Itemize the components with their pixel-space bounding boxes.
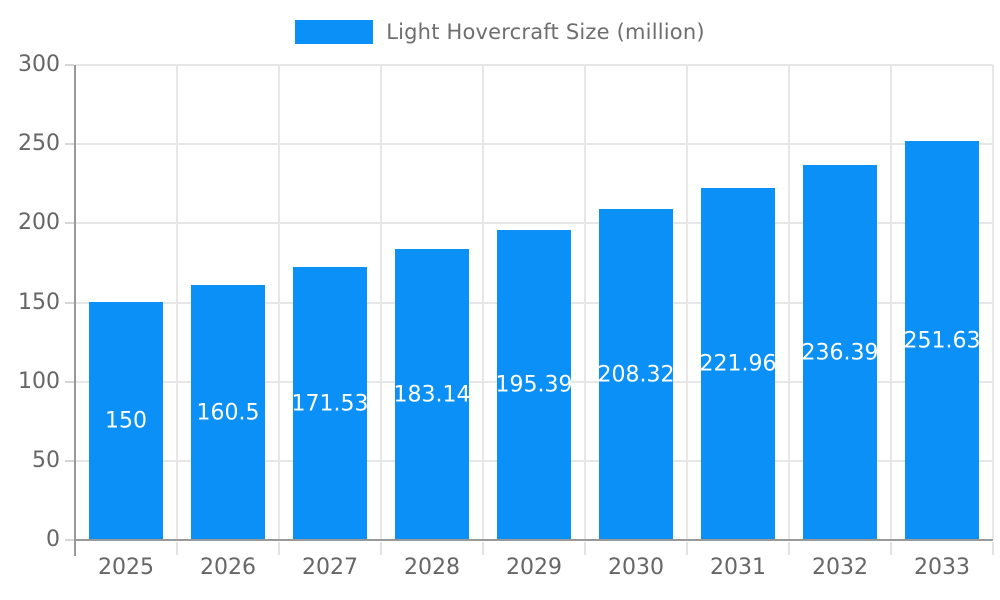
x-tick-label: 2029: [506, 555, 562, 580]
bar[interactable]: [905, 140, 979, 539]
bar[interactable]: [497, 229, 571, 539]
y-tick-label: 0: [46, 527, 60, 552]
legend-label: Light Hovercraft Size (million): [386, 20, 705, 44]
x-tick-label: 2027: [302, 555, 358, 580]
x-tick-label: 2031: [710, 555, 766, 580]
x-tick: [788, 542, 790, 555]
x-tick: [176, 542, 178, 555]
y-tick: [65, 459, 74, 462]
bar[interactable]: [803, 164, 877, 539]
x-tick-label: 2028: [404, 555, 460, 580]
bar[interactable]: [89, 301, 163, 539]
v-gridline: [992, 65, 994, 540]
v-gridline: [584, 65, 586, 540]
x-axis-line: [75, 539, 993, 541]
y-tick: [65, 539, 74, 541]
x-tick-label: 2033: [914, 555, 970, 580]
legend[interactable]: Light Hovercraft Size (million): [0, 19, 1000, 45]
x-tick-label: 2032: [812, 555, 868, 580]
y-tick: [65, 380, 74, 383]
bar[interactable]: [191, 284, 265, 539]
x-tick-label: 2026: [200, 555, 256, 580]
v-gridline: [686, 65, 688, 540]
v-gridline: [278, 65, 280, 540]
x-tick: [482, 542, 484, 555]
v-gridline: [380, 65, 382, 540]
x-tick: [992, 542, 994, 555]
v-gridline: [176, 65, 178, 540]
bar[interactable]: [599, 209, 673, 539]
x-tick: [74, 542, 76, 555]
y-tick-label: 200: [18, 210, 60, 236]
h-gridline: [75, 64, 993, 66]
bar[interactable]: [701, 187, 775, 539]
x-tick: [584, 542, 586, 555]
y-axis-line: [74, 65, 76, 556]
v-gridline: [482, 65, 484, 540]
x-tick: [890, 542, 892, 555]
y-tick: [65, 301, 74, 304]
y-tick: [65, 64, 74, 66]
y-tick-label: 300: [18, 52, 60, 77]
x-tick-label: 2030: [608, 555, 664, 580]
v-gridline: [788, 65, 790, 540]
x-tick-label: 2025: [98, 555, 154, 580]
x-tick: [380, 542, 382, 555]
y-tick-label: 100: [18, 368, 60, 394]
y-tick-label: 250: [18, 131, 60, 157]
y-tick: [65, 143, 74, 146]
bar[interactable]: [395, 249, 469, 539]
legend-swatch: [295, 20, 374, 44]
y-tick-label: 150: [18, 289, 60, 315]
h-gridline: [75, 143, 993, 146]
v-gridline: [890, 65, 892, 540]
y-tick-label: 50: [32, 447, 60, 473]
x-tick: [278, 542, 280, 555]
x-tick: [686, 542, 688, 555]
plot-area: 150 160.5 171.53 183.14 195.39 208.32 221.96 23…: [65, 64, 994, 556]
bar[interactable]: [293, 267, 367, 539]
y-tick: [65, 222, 74, 225]
